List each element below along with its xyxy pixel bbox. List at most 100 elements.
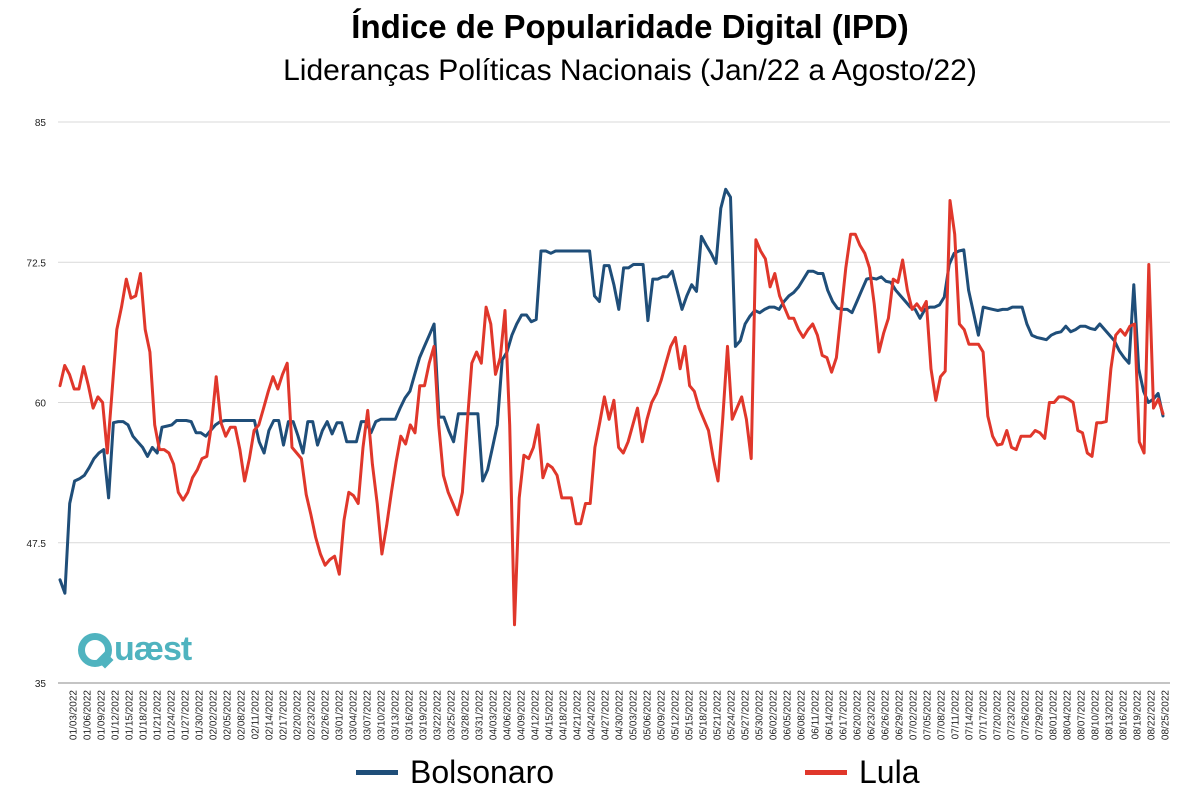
x-tick-label: 04/30/2022 — [615, 690, 626, 740]
x-tick-label: 06/11/2022 — [811, 690, 822, 740]
x-tick-label: 08/25/2022 — [1161, 690, 1172, 740]
quaest-logo: uæst — [78, 630, 192, 669]
x-tick-label: 02/02/2022 — [209, 690, 220, 740]
legend-item-lula: Lula — [805, 752, 920, 792]
x-tick-label: 03/25/2022 — [447, 690, 458, 740]
x-tick-label: 01/18/2022 — [139, 690, 150, 740]
y-tick-label: 35 — [35, 679, 47, 690]
legend-item-bolsonaro: Bolsonaro — [356, 752, 554, 792]
series-line-bolsonaro — [58, 187, 1165, 595]
x-tick-label: 03/22/2022 — [433, 690, 444, 740]
x-tick-label: 05/30/2022 — [755, 690, 766, 740]
x-tick-label: 07/20/2022 — [993, 690, 1004, 740]
legend-swatch-lula — [805, 769, 847, 775]
x-tick-label: 06/17/2022 — [839, 690, 850, 740]
x-tick-label: 05/03/2022 — [629, 690, 640, 740]
x-tick-label: 01/09/2022 — [97, 690, 108, 740]
x-tick-label: 08/04/2022 — [1063, 690, 1074, 740]
y-tick-label: 47.5 — [27, 539, 47, 550]
legend-label-lula: Lula — [859, 753, 920, 790]
x-tick-label: 04/21/2022 — [573, 690, 584, 740]
x-tick-label: 03/01/2022 — [335, 690, 346, 740]
x-tick-label: 03/31/2022 — [475, 690, 486, 740]
x-tick-label: 01/06/2022 — [83, 690, 94, 740]
x-tick-label: 08/10/2022 — [1091, 690, 1102, 740]
chart-subtitle: Lideranças Políticas Nacionais (Jan/22 a… — [283, 54, 977, 87]
x-tick-label: 07/23/2022 — [1007, 690, 1018, 740]
x-tick-label: 07/17/2022 — [979, 690, 990, 740]
x-tick-label: 06/08/2022 — [797, 690, 808, 740]
x-tick-label: 02/23/2022 — [307, 690, 318, 740]
x-tick-label: 05/27/2022 — [741, 690, 752, 740]
x-tick-label: 07/14/2022 — [965, 690, 976, 740]
x-tick-label: 05/15/2022 — [685, 690, 696, 740]
x-tick-label: 03/10/2022 — [377, 690, 388, 740]
x-tick-label: 07/05/2022 — [923, 690, 934, 740]
x-tick-label: 08/19/2022 — [1133, 690, 1144, 740]
x-tick-label: 05/12/2022 — [671, 690, 682, 740]
x-tick-label: 04/27/2022 — [601, 690, 612, 740]
legend-swatch-bolsonaro — [356, 769, 398, 775]
x-tick-label: 02/14/2022 — [265, 690, 276, 740]
x-tick-label: 06/02/2022 — [769, 690, 780, 740]
x-tick-label: 08/13/2022 — [1105, 690, 1116, 740]
x-tick-label: 01/30/2022 — [195, 690, 206, 740]
chart-title: Índice de Popularidade Digital (IPD) — [351, 8, 909, 45]
x-axis-ticks: 01/03/2022 01/06/2022 01/09/2022 01/12/2022… — [69, 690, 1172, 740]
x-tick-label: 05/24/2022 — [727, 690, 738, 740]
x-tick-label: 03/04/2022 — [349, 690, 360, 740]
x-tick-label: 05/06/2022 — [643, 690, 654, 740]
x-tick-label: 04/06/2022 — [503, 690, 514, 740]
y-tick-label: 60 — [35, 399, 47, 410]
x-tick-label: 03/19/2022 — [419, 690, 430, 740]
x-tick-label: 06/26/2022 — [881, 690, 892, 740]
x-tick-label: 02/11/2022 — [251, 690, 262, 740]
x-tick-label: 06/23/2022 — [867, 690, 878, 740]
legend-label-bolsonaro: Bolsonaro — [410, 753, 555, 790]
x-tick-label: 04/24/2022 — [587, 690, 598, 740]
x-tick-label: 04/15/2022 — [545, 690, 556, 740]
x-tick-label: 04/03/2022 — [489, 690, 500, 740]
x-tick-label: 01/21/2022 — [153, 690, 164, 740]
x-tick-label: 02/05/2022 — [223, 690, 234, 740]
series-line-lula — [58, 199, 1165, 627]
x-tick-label: 01/24/2022 — [167, 690, 178, 740]
x-tick-label: 04/18/2022 — [559, 690, 570, 740]
y-axis-ticks: 35 47.5 60 72.5 85 — [27, 118, 47, 690]
series-layer — [58, 187, 1165, 627]
x-tick-label: 01/12/2022 — [111, 690, 122, 740]
x-tick-label: 07/29/2022 — [1035, 690, 1046, 740]
x-tick-label: 06/14/2022 — [825, 690, 836, 740]
x-tick-label: 07/26/2022 — [1021, 690, 1032, 740]
x-tick-label: 08/07/2022 — [1077, 690, 1088, 740]
x-tick-label: 07/11/2022 — [951, 690, 962, 740]
x-tick-label: 08/22/2022 — [1147, 690, 1158, 740]
quaest-logo-text: uæst — [114, 630, 192, 668]
x-tick-label: 02/26/2022 — [321, 690, 332, 740]
x-tick-label: 05/09/2022 — [657, 690, 668, 740]
x-tick-label: 03/28/2022 — [461, 690, 472, 740]
x-tick-label: 03/07/2022 — [363, 690, 374, 740]
x-tick-label: 06/20/2022 — [853, 690, 864, 740]
x-tick-label: 05/21/2022 — [713, 690, 724, 740]
x-tick-label: 04/09/2022 — [517, 690, 528, 740]
x-tick-label: 05/18/2022 — [699, 690, 710, 740]
quaest-logo-icon — [78, 632, 112, 667]
x-tick-label: 08/01/2022 — [1049, 690, 1060, 740]
y-tick-label: 85 — [35, 118, 47, 129]
x-tick-label: 04/12/2022 — [531, 690, 542, 740]
x-tick-label: 03/13/2022 — [391, 690, 402, 740]
x-tick-label: 07/08/2022 — [937, 690, 948, 740]
x-tick-label: 01/27/2022 — [181, 690, 192, 740]
x-tick-label: 02/20/2022 — [293, 690, 304, 740]
x-tick-label: 02/17/2022 — [279, 690, 290, 740]
x-tick-label: 01/03/2022 — [69, 690, 80, 740]
x-tick-label: 02/08/2022 — [237, 690, 248, 740]
x-tick-label: 07/02/2022 — [909, 690, 920, 740]
y-tick-label: 72.5 — [27, 258, 47, 269]
x-tick-label: 08/16/2022 — [1119, 690, 1130, 740]
x-tick-label: 01/15/2022 — [125, 690, 136, 740]
x-tick-label: 03/16/2022 — [405, 690, 416, 740]
x-tick-label: 06/05/2022 — [783, 690, 794, 740]
